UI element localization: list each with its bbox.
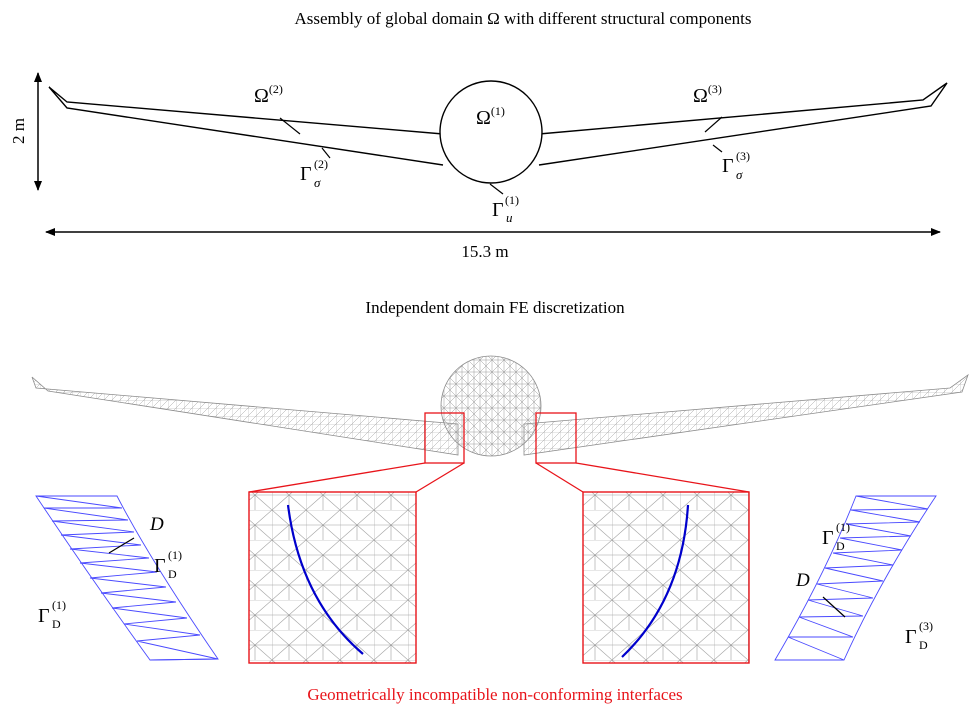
omega-1-label: Ω(1) [476,104,505,129]
right-zoom-panel [582,491,750,664]
left-gamma-D1-lower-label: Γ (1) D [38,598,66,631]
svg-text:Γ: Γ [38,605,50,627]
assembly-title: Assembly of global domain Ω with differe… [294,9,751,28]
svg-text:Γ: Γ [300,163,312,185]
span-dimension-label: 15.3 m [461,242,508,261]
right-interface-curve [621,504,690,658]
fuselage-mesh [440,355,542,457]
svg-text:Γ: Γ [492,199,504,221]
right-D-label: D [795,570,810,591]
discretization-title: Independent domain FE discretization [365,298,625,317]
svg-text:u: u [506,210,513,225]
left-D-label: D [149,514,164,535]
zoom-callouts [248,412,750,493]
left-interface-highlight [424,412,465,464]
svg-text:(2): (2) [314,157,328,171]
fuselage-outline [439,80,543,184]
right-D-leader [822,596,846,618]
svg-text:D: D [836,539,845,553]
svg-text:σ: σ [736,167,743,182]
svg-text:Γ: Γ [822,527,834,549]
left-wing-mesh [31,376,459,456]
height-dimension-label: 2 m [9,118,28,144]
svg-text:(1): (1) [52,598,66,612]
assembly-outline [48,80,948,184]
svg-text:(3): (3) [736,149,750,163]
svg-text:Γ: Γ [154,555,166,577]
left-D-leader [108,537,135,554]
right-interface-highlight [535,412,577,464]
svg-text:(1): (1) [505,193,519,207]
left-gamma-D1-upper-label: Γ (1) D [154,548,182,581]
svg-text:D: D [168,567,177,581]
interface-caption: Geometrically incompatible non-conformin… [307,685,682,704]
gamma-sigma-2-label: Γ (2) σ [300,157,328,190]
leader-lines [279,116,723,195]
gamma-sigma-3-label: Γ (3) σ [722,149,750,182]
right-wing-mesh [523,373,969,456]
fe-mesh-aircraft [31,355,969,457]
svg-text:σ: σ [314,175,321,190]
svg-text:Γ: Γ [905,626,917,648]
right-gamma-D3-label: Γ (3) D [905,619,933,652]
svg-text:(1): (1) [836,520,850,534]
gamma-u-1-label: Γ (1) u [492,193,519,225]
right-wing-outline [538,82,948,166]
left-zoom-panel [248,491,417,664]
svg-text:D: D [919,638,928,652]
omega-3-label: Ω(3) [693,82,722,107]
left-wing-outline [48,86,444,166]
left-interface-curve [286,504,364,655]
omega-2-label: Ω(2) [254,82,283,107]
right-gamma-D1-label: Γ (1) D [822,520,850,553]
svg-text:D: D [52,617,61,631]
svg-text:(3): (3) [919,619,933,633]
svg-text:(1): (1) [168,548,182,562]
left-interface-strip [35,495,219,661]
svg-text:Γ: Γ [722,155,734,177]
